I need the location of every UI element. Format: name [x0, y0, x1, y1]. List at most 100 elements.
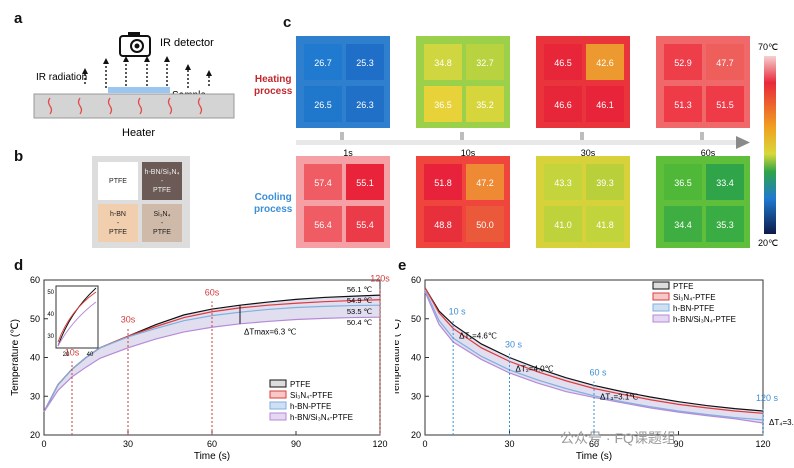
thermal-tile	[346, 164, 384, 200]
y-axis-label: Temperature (℃)	[395, 319, 402, 396]
marker-label: 120s	[370, 273, 390, 283]
legend-swatch	[652, 292, 670, 301]
colorbar	[764, 56, 776, 234]
thermal-tile	[664, 206, 702, 242]
y-tick-label: 20	[30, 430, 40, 440]
thermal-tile	[466, 44, 504, 80]
thermal-tile	[304, 86, 342, 122]
time-label: 10s	[461, 148, 476, 158]
delta-t-label: ΔT₃=3.1℃	[600, 393, 638, 402]
end-value-label: 56.1 ℃	[347, 285, 373, 294]
marker-label: 120 s	[756, 393, 779, 403]
sample-cell: PTFE	[98, 162, 138, 200]
x-tick-label: 30	[123, 439, 133, 449]
x-tick-label: 0	[41, 439, 46, 449]
y-axis-label: Temperature (℃)	[10, 319, 21, 396]
y-tick-label: 20	[411, 430, 421, 440]
thermal-image: 43.3 39.3 41.0 41.8	[536, 156, 630, 248]
thermal-value: 35.3	[716, 220, 734, 230]
thermal-tile	[544, 206, 582, 242]
thermal-image: 36.5 33.4 34.4 35.3	[656, 156, 750, 248]
thermal-value: 42.6	[596, 58, 614, 68]
thermal-value: 41.0	[554, 220, 572, 230]
thermal-value: 50.0	[476, 220, 494, 230]
heat-waves	[47, 97, 203, 115]
x-tick-label: 120	[372, 439, 387, 449]
legend-entry: Si₃N₄-PTFE	[290, 391, 333, 400]
thermal-value: 57.4	[314, 178, 332, 188]
inset-y-tick: 50	[47, 290, 54, 296]
thermal-value: 36.5	[434, 100, 452, 110]
thermal-value: 46.6	[554, 100, 572, 110]
thermal-tile	[706, 164, 744, 200]
marker-label: 10s	[65, 347, 80, 357]
thermal-tile	[664, 164, 702, 200]
legend-swatch	[652, 303, 670, 312]
y-tick-label: 30	[30, 391, 40, 401]
x-tick-label: 0	[422, 439, 427, 449]
thermal-tile	[424, 86, 462, 122]
thermal-tile	[544, 44, 582, 80]
chart-d: 20 30 40 50 60 0 30 60 90 120 Time (s) Temperature …	[10, 273, 390, 462]
y-tick-label: 50	[411, 314, 421, 324]
time-arrow	[296, 140, 736, 145]
legend-swatch	[652, 281, 670, 290]
thermal-image: 46.5 42.6 46.6 46.1	[536, 36, 630, 128]
thermal-image: 57.4 55.1 56.4 55.4	[296, 156, 390, 248]
x-axis-label: Time (s)	[576, 451, 612, 462]
delta-t-label: ΔT₂=4.0℃	[516, 365, 554, 374]
x-tick-label: 120	[755, 439, 770, 449]
sample-cell: Si₃N₄ - PTFE	[142, 204, 182, 242]
y-tick-label: 50	[30, 314, 40, 324]
end-value-label: 54.9 ℃	[347, 296, 373, 305]
thermal-tile	[586, 164, 624, 200]
thermal-tile	[466, 86, 504, 122]
series-line	[43, 316, 381, 413]
time-label: 60s	[701, 148, 716, 158]
camera-icon	[119, 32, 151, 57]
y-tick-label: 60	[411, 275, 421, 285]
chart-e: 20 30 40 50 60 0 30 60 90 120 Time (s) Temperature …	[395, 275, 794, 462]
marker-label: 60s	[205, 287, 220, 297]
thermal-value: 43.3	[554, 178, 572, 188]
thermal-value: 51.3	[674, 100, 692, 110]
series-line	[43, 304, 381, 413]
heater-label: Heater	[122, 127, 155, 139]
delta-max-label: ΔTmax=6.3 ℃	[244, 327, 296, 336]
time-label: 30s	[581, 148, 596, 158]
thermal-tile	[304, 164, 342, 200]
x-tick-label: 60	[589, 439, 599, 449]
sample-layer	[108, 87, 170, 93]
end-value-label: 53.5 ℃	[347, 307, 373, 316]
legend-swatch	[652, 314, 670, 323]
y-tick-label: 30	[411, 391, 421, 401]
cooling-process-label: Cooling process	[254, 192, 293, 215]
panel-a-label: a	[14, 10, 23, 27]
thermal-tile	[424, 206, 462, 242]
panel-d-label: d	[14, 257, 24, 274]
watermark: 公众号 · FQ课题组	[560, 430, 676, 446]
legend-swatch	[269, 412, 287, 421]
thermal-tile	[544, 86, 582, 122]
thermal-value: 47.2	[476, 178, 494, 188]
series-line	[424, 287, 764, 412]
x-tick-label: 30	[504, 439, 514, 449]
legend-swatch	[269, 401, 287, 410]
legend-entry: Si₃N₄-PTFE	[673, 293, 716, 302]
thermal-value: 51.5	[716, 100, 734, 110]
series-line	[424, 289, 764, 421]
colorbar-min: 20℃	[758, 238, 778, 248]
thermal-value: 48.8	[434, 220, 452, 230]
delta-t-label: ΔT₄=3.1℃	[769, 418, 794, 427]
series-line	[424, 291, 764, 424]
inset-y-tick: 40	[47, 312, 54, 318]
thermal-value: 32.7	[476, 58, 494, 68]
thermal-tile	[346, 86, 384, 122]
sample-cell: h-BN - PTFE	[98, 204, 138, 242]
thermal-value: 35.2	[476, 100, 494, 110]
end-value-label: 50.4 ℃	[347, 318, 373, 327]
thermal-images: 26.7 25.3 26.5 26.3 57.4 55.1 56.4 55.4 34.8 32.7…	[296, 36, 778, 248]
inset-y-tick: 30	[47, 334, 54, 340]
thermal-value: 34.8	[434, 58, 452, 68]
thermal-value: 46.1	[596, 100, 614, 110]
